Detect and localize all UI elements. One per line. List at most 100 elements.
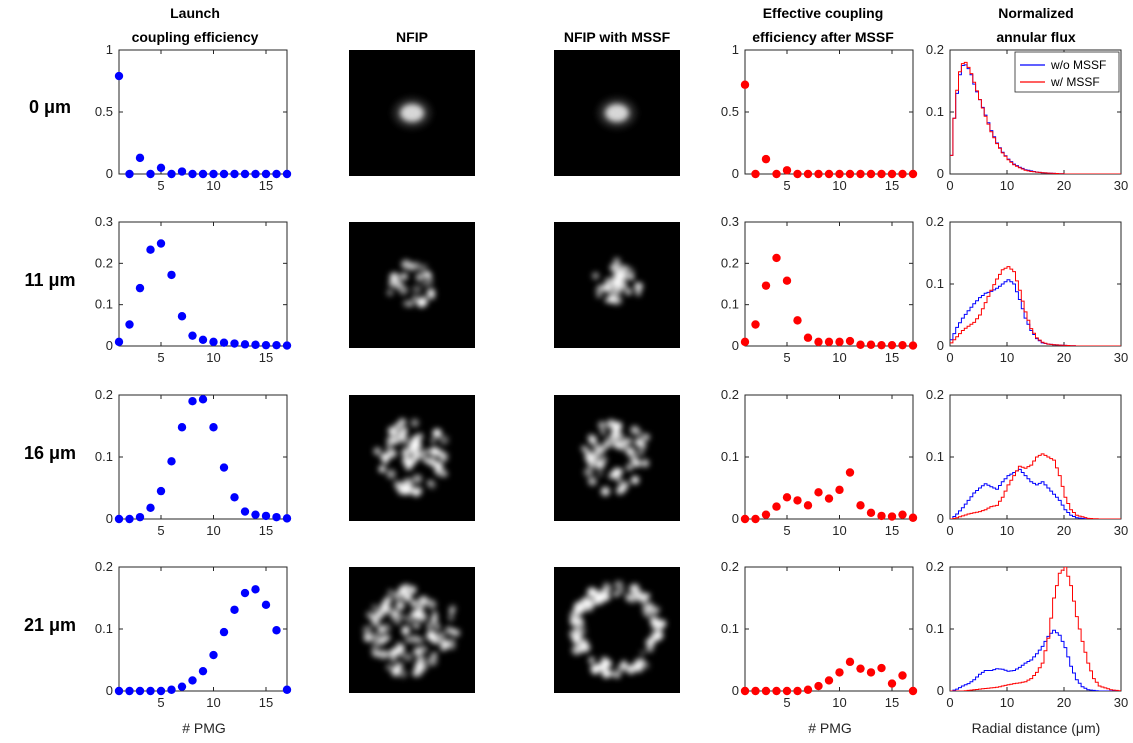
- nfip-mssf-image-row-1-speckle: [592, 257, 643, 305]
- launch-point: [177, 682, 187, 691]
- launch-panel-row-3: 5 10 15 0 0.1 0.2: [95, 559, 292, 710]
- launch-axis-xtick-label: 5: [157, 695, 164, 710]
- nfip-image-row-3-speck: [432, 611, 438, 617]
- annular-axis-xtick-label: 10: [1000, 350, 1014, 365]
- eff-point: [908, 686, 918, 696]
- eff-point: [908, 513, 918, 522]
- eff-point: [866, 340, 876, 349]
- launch-axis-frame: [118, 49, 288, 175]
- launch-point: [251, 585, 260, 594]
- nfip-mssf-image-row-2: [554, 395, 680, 521]
- nfip-mssf-image-row-2-speck: [591, 458, 601, 469]
- annular-panel-row-3: 0 10 20 30 0 0.1 0.2: [926, 559, 1128, 710]
- nfip-image-row-3-speck: [449, 608, 455, 615]
- nfip-image-row-3: [349, 567, 475, 693]
- eff-point: [908, 341, 918, 350]
- nfip-image-row-1-speck: [422, 280, 429, 287]
- nfip-image-row-2: [349, 395, 475, 521]
- launch-panel-row-1: 5 10 15 0 0.1 0.2 0.3: [95, 214, 292, 365]
- launch-point: [146, 686, 155, 696]
- annular-axis-ytick-label: 0.1: [926, 621, 944, 636]
- launch-axis-ytick-label: 0.1: [95, 621, 113, 636]
- annular-panel-row-1: 0 10 20 30 0 0.1 0.2: [926, 214, 1128, 365]
- header-launch-line1: Launch: [170, 5, 220, 21]
- eff-axis-ytick-label: 0.3: [721, 214, 739, 229]
- nfip-mssf-image-row-2-speck: [634, 437, 644, 447]
- annular-axis-xtick-label: 0: [946, 695, 953, 710]
- eff-point: [803, 169, 813, 179]
- launch-point: [188, 676, 197, 685]
- eff-point: [740, 686, 750, 696]
- nfip-image-row-2-speck: [386, 469, 396, 479]
- header-effective-line2: efficiency after MSSF: [752, 29, 894, 45]
- eff-axis-ytick-label: 0.2: [721, 559, 739, 574]
- nfip-mssf-image-row-1-speck: [598, 284, 604, 290]
- annular-axis-xtick-label: 30: [1114, 350, 1128, 365]
- launch-axis-ytick-label: 1: [106, 42, 113, 57]
- launch-point: [230, 339, 239, 348]
- nfip-image-row-2-speck: [410, 455, 418, 464]
- launch-point: [240, 507, 250, 516]
- eff-point: [856, 340, 865, 349]
- nfip-image-row-2-speck: [378, 465, 386, 473]
- nfip-image-row-1-speck: [415, 273, 424, 282]
- annular-axis-xtick-label: 30: [1114, 178, 1128, 193]
- nfip-mssf-image-row-3-speck: [610, 670, 617, 678]
- nfip-image-row-3-speck: [384, 651, 390, 657]
- nfip-image-row-3-speck: [379, 603, 390, 614]
- nfip-mssf-image-row-3-speck: [614, 580, 625, 591]
- nfip-mssf-image-row-2-speck: [621, 480, 630, 489]
- nfip-image-row-3-speck: [448, 637, 456, 645]
- nfip-image-row-2-speck: [411, 435, 420, 444]
- nfip-image-row-3-speck: [370, 645, 377, 652]
- nfip-image-row-2-speck: [403, 456, 410, 463]
- nfip-mssf-image-row-3-speck: [593, 592, 604, 602]
- annular-axis-ytick-label: 0: [937, 511, 944, 526]
- eff-point: [877, 169, 886, 179]
- nfip-mssf-image-row-3-speck: [639, 650, 646, 656]
- eff-point: [824, 676, 834, 685]
- eff-panel-row-0: 5 10 15 0 0.5 1: [721, 42, 918, 193]
- nfip-image-row-1-speck: [389, 272, 400, 283]
- launch-point: [282, 341, 292, 350]
- launch-point: [114, 686, 124, 696]
- launch-point: [125, 514, 134, 524]
- nfip-mssf-image-row-2-speck: [641, 459, 650, 468]
- nfip-mssf-image-row-3-speck: [628, 584, 639, 595]
- eff-axis-xtick-label: 5: [783, 350, 790, 365]
- eff-point: [856, 169, 865, 179]
- nfip-image-row-2-speck: [430, 438, 436, 444]
- xlabel-launch: # PMG: [182, 720, 226, 736]
- eff-point: [772, 502, 781, 511]
- nfip-image-row-2-speck: [434, 467, 442, 475]
- nfip-image-row-2-speck: [402, 428, 408, 434]
- nfip-mssf-image-row-1-speck: [596, 292, 602, 298]
- nfip-mssf-image-row-3-speck: [638, 657, 644, 663]
- nfip-mssf-image-row-2-speck: [598, 421, 606, 430]
- xlabel-radial: Radial distance (μm): [972, 720, 1101, 736]
- eff-point: [866, 508, 876, 517]
- eff-point: [782, 493, 792, 502]
- annular-line-without-mssf: [950, 468, 1121, 519]
- nfip-image-row-3-speck: [412, 622, 420, 630]
- nfip-image-row-1-speck: [401, 273, 409, 280]
- launch-axis-xtick-label: 5: [157, 350, 164, 365]
- eff-axis-xtick-label: 15: [885, 523, 899, 538]
- launch-point: [177, 167, 187, 176]
- launch-point: [188, 397, 197, 406]
- nfip-image-row-3-speck: [430, 616, 439, 624]
- launch-point: [125, 686, 134, 696]
- launch-point: [240, 340, 250, 349]
- launch-point: [114, 337, 124, 347]
- annular-axis-ytick-label: 0.2: [926, 214, 944, 229]
- annular-axis-xtick-label: 30: [1114, 523, 1128, 538]
- nfip-mssf-image-row-3-speck: [571, 634, 582, 645]
- eff-point: [782, 166, 792, 175]
- nfip-image-row-1-speck: [418, 265, 424, 272]
- nfip-image-row-3-speck: [387, 589, 394, 596]
- eff-point: [898, 169, 907, 179]
- eff-point: [793, 686, 802, 696]
- nfip-mssf-image-row-3-speck: [584, 602, 594, 612]
- eff-point: [751, 320, 760, 329]
- eff-axis-xtick-label: 10: [832, 523, 846, 538]
